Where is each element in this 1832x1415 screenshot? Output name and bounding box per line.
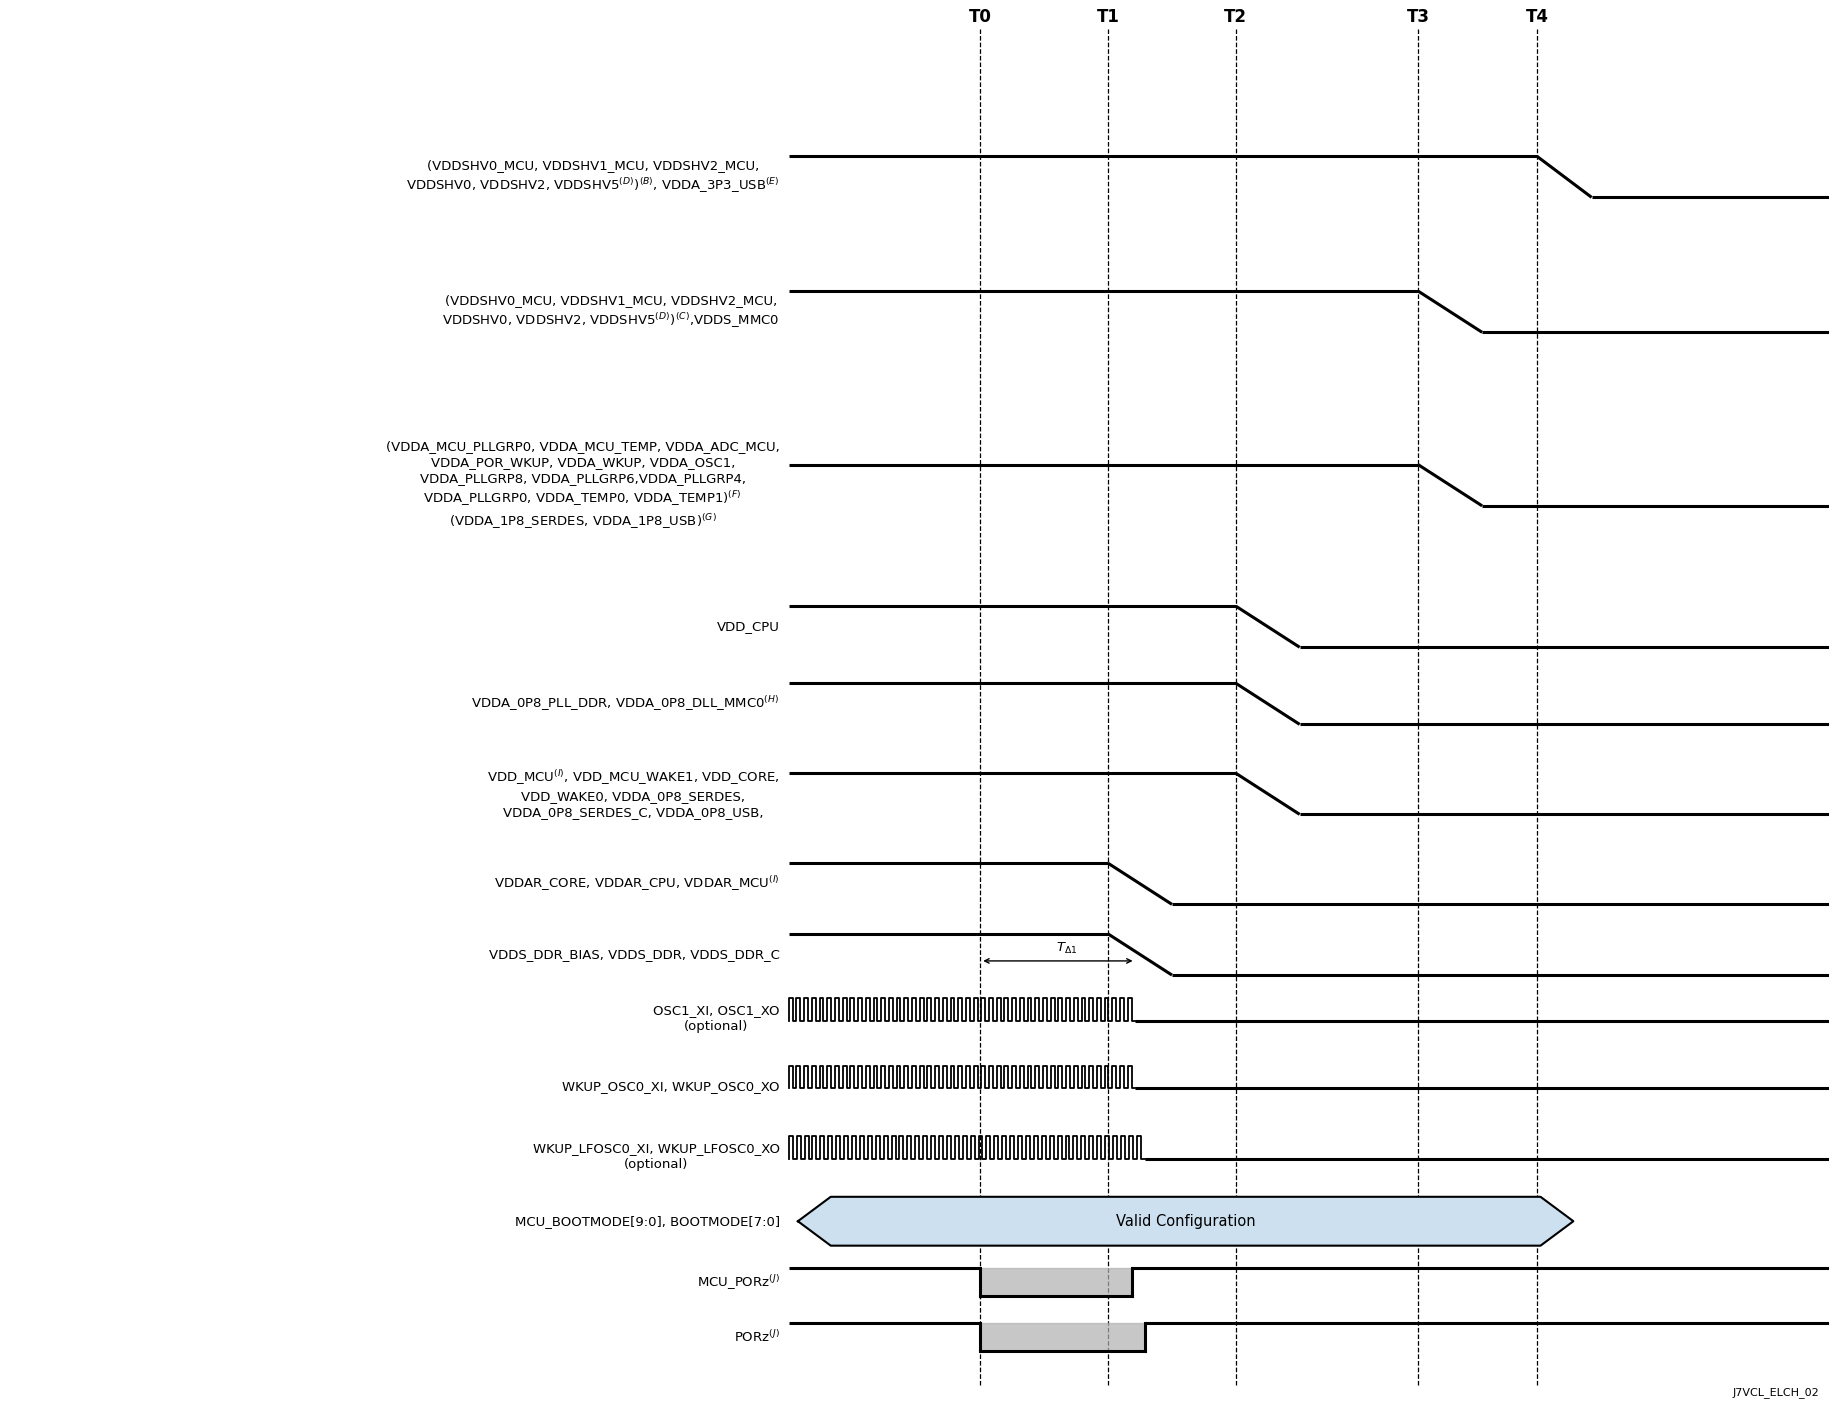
Text: VDD_CPU: VDD_CPU [716, 620, 779, 633]
Text: OSC1_XI, OSC1_XO
(optional): OSC1_XI, OSC1_XO (optional) [652, 1005, 779, 1033]
Text: $T_{\Delta 1}$: $T_{\Delta 1}$ [1055, 941, 1077, 957]
Text: T1: T1 [1096, 7, 1119, 25]
Text: WKUP_LFOSC0_XI, WKUP_LFOSC0_XO
(optional): WKUP_LFOSC0_XI, WKUP_LFOSC0_XO (optional… [533, 1142, 779, 1172]
Text: MCU_PORz$^{(J)}$: MCU_PORz$^{(J)}$ [696, 1274, 779, 1292]
Text: T0: T0 [969, 7, 991, 25]
Text: WKUP_OSC0_XI, WKUP_OSC0_XO: WKUP_OSC0_XI, WKUP_OSC0_XO [562, 1080, 779, 1092]
Text: VDD_MCU$^{(I)}$, VDD_MCU_WAKE1, VDD_CORE,
VDD_WAKE0, VDDA_0P8_SERDES,
VDDA_0P8_S: VDD_MCU$^{(I)}$, VDD_MCU_WAKE1, VDD_CORE… [487, 768, 779, 819]
Text: (VDDA_MCU_PLLGRP0, VDDA_MCU_TEMP, VDDA_ADC_MCU,
VDDA_POR_WKUP, VDDA_WKUP, VDDA_O: (VDDA_MCU_PLLGRP0, VDDA_MCU_TEMP, VDDA_A… [387, 440, 779, 531]
Text: T4: T4 [1524, 7, 1548, 25]
Text: VDDA_0P8_PLL_DDR, VDDA_0P8_DLL_MMC0$^{(H)}$: VDDA_0P8_PLL_DDR, VDDA_0P8_DLL_MMC0$^{(H… [471, 695, 779, 713]
Text: PORz$^{(J)}$: PORz$^{(J)}$ [733, 1329, 779, 1344]
Text: VDDAR_CORE, VDDAR_CPU, VDDAR_MCU$^{(I)}$: VDDAR_CORE, VDDAR_CPU, VDDAR_MCU$^{(I)}$ [493, 874, 779, 893]
Polygon shape [797, 1197, 1572, 1245]
Text: T3: T3 [1405, 7, 1429, 25]
Text: VDDS_DDR_BIAS, VDDS_DDR, VDDS_DDR_C: VDDS_DDR_BIAS, VDDS_DDR, VDDS_DDR_C [489, 948, 779, 961]
Text: J7VCL_ELCH_02: J7VCL_ELCH_02 [1731, 1387, 1819, 1398]
Text: (VDDSHV0_MCU, VDDSHV1_MCU, VDDSHV2_MCU,
VDDSHV0, VDDSHV2, VDDSHV5$^{(D)}$)$^{(C): (VDDSHV0_MCU, VDDSHV1_MCU, VDDSHV2_MCU, … [442, 294, 779, 330]
Text: (VDDSHV0_MCU, VDDSHV1_MCU, VDDSHV2_MCU,
VDDSHV0, VDDSHV2, VDDSHV5$^{(D)}$)$^{(B): (VDDSHV0_MCU, VDDSHV1_MCU, VDDSHV2_MCU, … [407, 158, 779, 195]
Text: Valid Configuration: Valid Configuration [1116, 1214, 1255, 1228]
Text: T2: T2 [1224, 7, 1246, 25]
Text: MCU_BOOTMODE[9:0], BOOTMODE[7:0]: MCU_BOOTMODE[9:0], BOOTMODE[7:0] [515, 1214, 779, 1228]
